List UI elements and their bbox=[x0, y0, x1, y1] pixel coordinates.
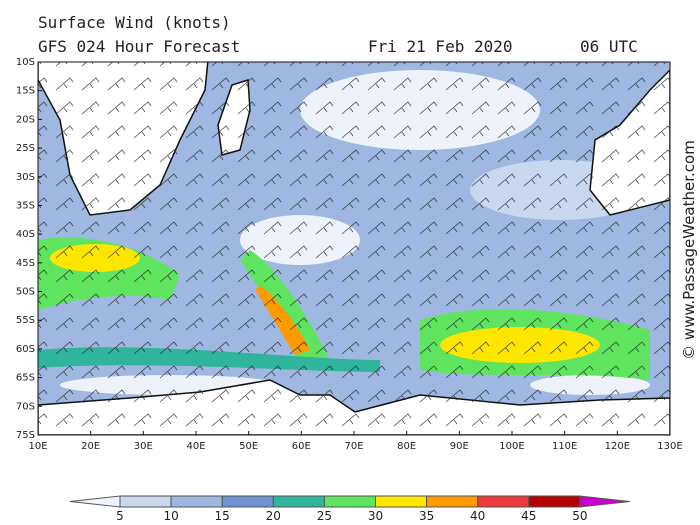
colorbar-label: 25 bbox=[317, 509, 332, 523]
colorbar-box bbox=[477, 495, 530, 508]
colorbar: 5 10 15 20 25 30 35 40 45 50 bbox=[69, 495, 630, 523]
axes: 10S 15S 20S 25S 30S 35S 40S 45S 50S 55S 60S 65S 70S 7… bbox=[16, 57, 683, 452]
lat-label: 30S bbox=[16, 172, 35, 183]
lon-label: 90E bbox=[450, 441, 469, 452]
colorbar-label: 45 bbox=[521, 509, 536, 523]
colorbar-box bbox=[528, 495, 581, 508]
title: Surface Wind (knots) bbox=[38, 13, 231, 32]
lat-label: 75S bbox=[16, 430, 35, 441]
colorbar-box bbox=[221, 495, 274, 508]
lon-label: 120E bbox=[605, 441, 630, 452]
colorbar-box bbox=[426, 495, 479, 508]
colorbar-label: 20 bbox=[266, 509, 281, 523]
lon-label: 50E bbox=[239, 441, 258, 452]
lat-label: 15S bbox=[16, 86, 35, 97]
model: GFS 024 Hour Forecast bbox=[38, 37, 240, 56]
lat-label: 35S bbox=[16, 200, 35, 211]
lat-label: 20S bbox=[16, 114, 35, 125]
watermark: © www.PassageWeather.com bbox=[680, 140, 698, 360]
colorbar-box bbox=[375, 495, 428, 508]
colorbar-label: 35 bbox=[419, 509, 434, 523]
lon-label: 110E bbox=[552, 441, 577, 452]
colorbar-box bbox=[323, 495, 376, 508]
colorbar-box bbox=[272, 495, 325, 508]
lat-label: 55S bbox=[16, 315, 35, 326]
lon-label: 70E bbox=[344, 441, 363, 452]
colorbar-label: 5 bbox=[116, 509, 124, 523]
lat-label: 25S bbox=[16, 143, 35, 154]
colorbar-arrow bbox=[579, 495, 630, 508]
lat-label: 45S bbox=[16, 258, 35, 269]
colorbar-arrow bbox=[69, 495, 121, 508]
lon-label: 130E bbox=[657, 441, 682, 452]
lat-label: 10S bbox=[16, 57, 35, 68]
colorbar-box bbox=[170, 495, 223, 508]
lon-label: 10E bbox=[28, 441, 47, 452]
lat-label: 70S bbox=[16, 401, 35, 412]
lon-label: 30E bbox=[134, 441, 153, 452]
lon-label: 40E bbox=[186, 441, 205, 452]
time: 06 UTC bbox=[580, 37, 638, 56]
wind-barbs bbox=[38, 62, 670, 435]
lat-label: 65S bbox=[16, 373, 35, 384]
lon-label: 20E bbox=[81, 441, 100, 452]
colorbar-label: 40 bbox=[470, 509, 485, 523]
lat-label: 40S bbox=[16, 229, 35, 240]
map bbox=[38, 62, 670, 435]
lat-label: 60S bbox=[16, 344, 35, 355]
colorbar-box bbox=[119, 495, 172, 508]
lat-label: 50S bbox=[16, 287, 35, 298]
colorbar-label: 15 bbox=[215, 509, 230, 523]
colorbar-label: 30 bbox=[368, 509, 383, 523]
lon-label: 80E bbox=[397, 441, 416, 452]
lon-label: 60E bbox=[292, 441, 311, 452]
date: Fri 21 Feb 2020 bbox=[368, 37, 513, 56]
colorbar-label: 10 bbox=[163, 509, 178, 523]
lon-label: 100E bbox=[499, 441, 524, 452]
colorbar-label: 50 bbox=[572, 509, 587, 523]
